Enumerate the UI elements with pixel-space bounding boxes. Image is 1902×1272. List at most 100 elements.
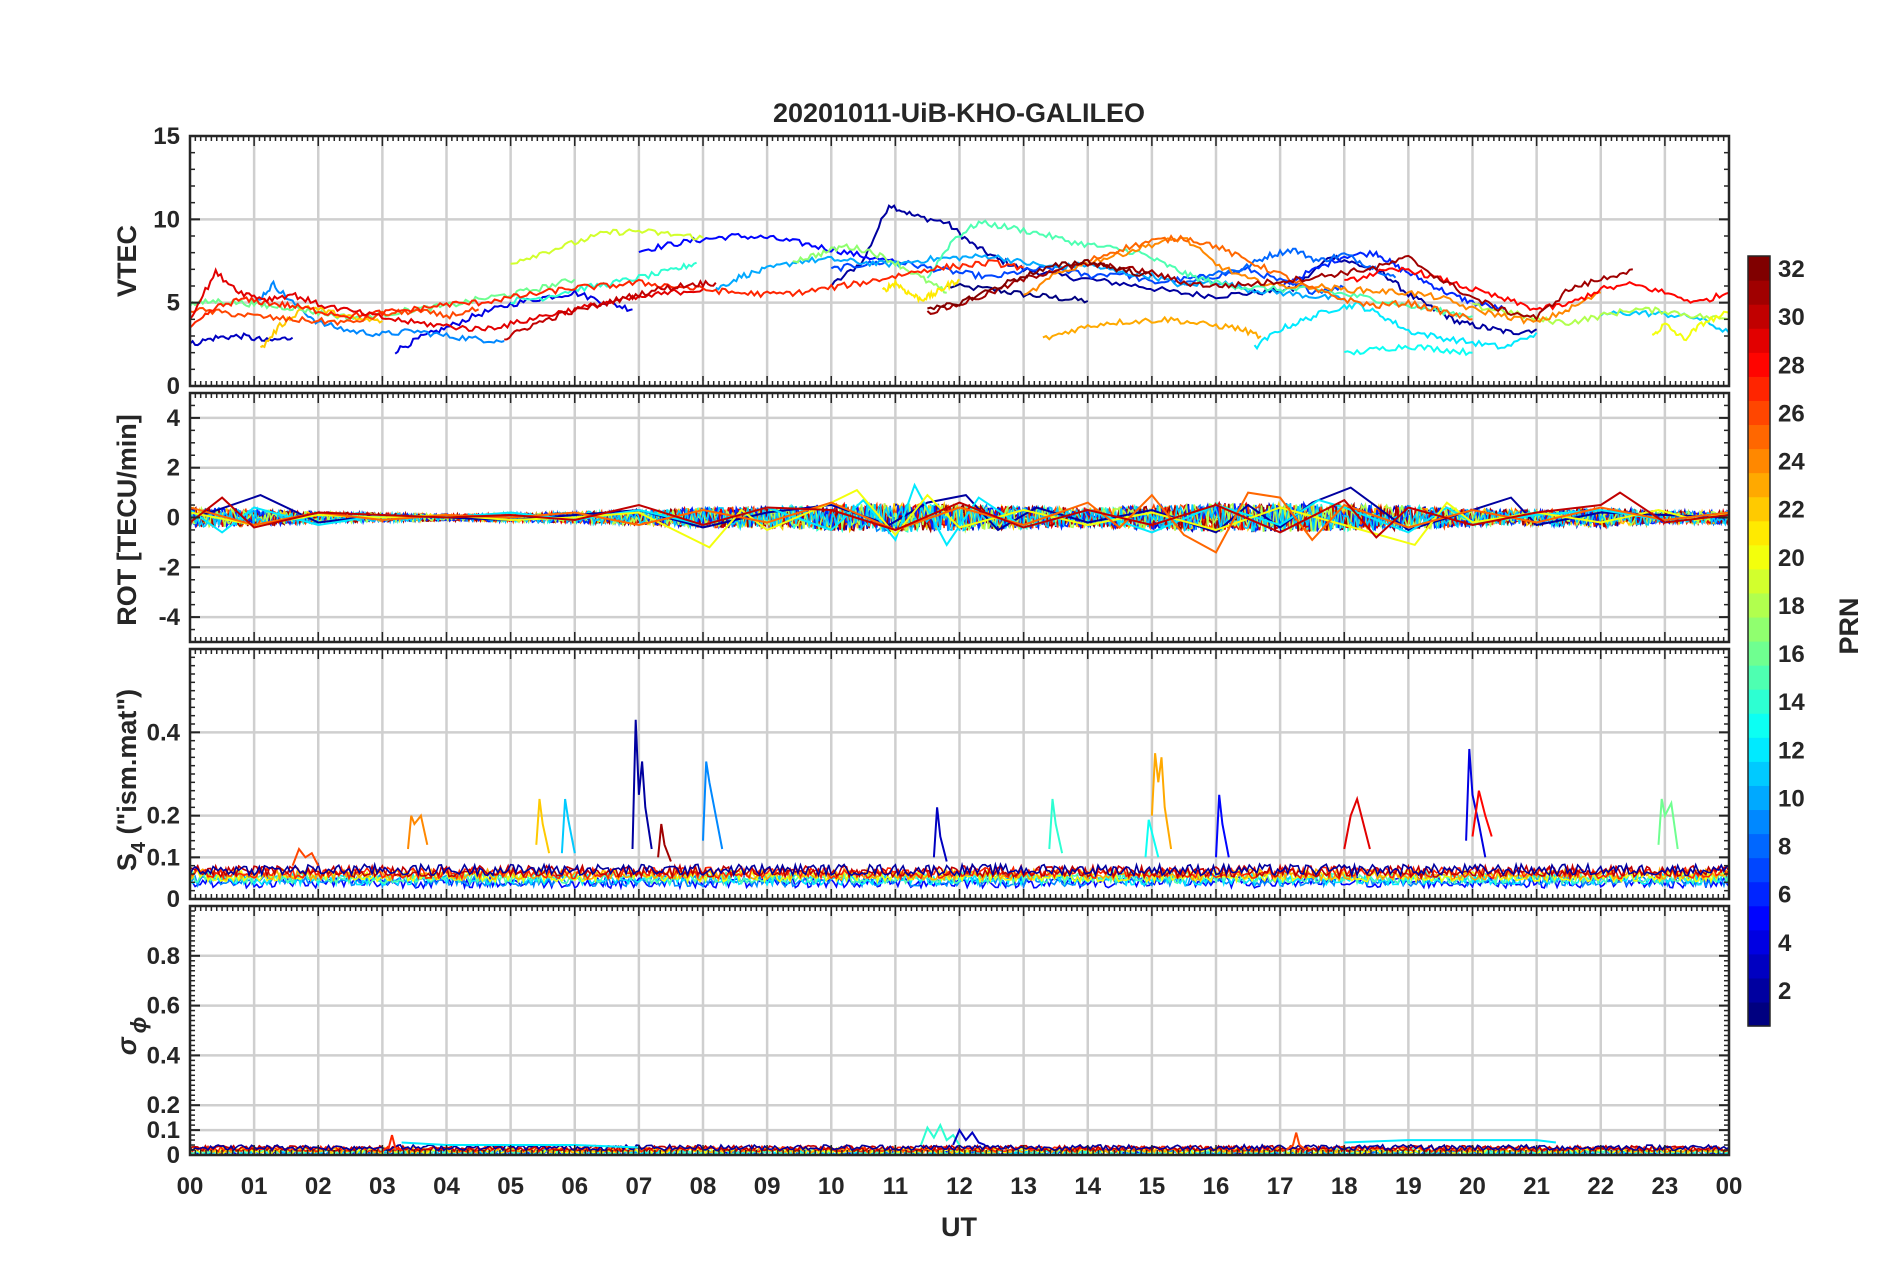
colorbar-band: [1748, 352, 1770, 377]
x-tick-label: 09: [754, 1173, 781, 1200]
colorbar-band: [1748, 905, 1770, 931]
series-line-s4-prn-28: [1471, 790, 1493, 837]
series-line-s4-prn-9: [702, 761, 724, 850]
series-line-vtec-prn-1: [946, 282, 1089, 304]
colorbar-band: [1748, 977, 1770, 1003]
colorbar-band: [1748, 304, 1770, 329]
y-tick-label: 5: [167, 290, 180, 317]
series-line-vtec-prn-24: [1023, 236, 1601, 325]
series-line-vtec-prn-30: [504, 279, 717, 341]
figure-title: 20201011-UiB-KHO-GALILEO: [773, 98, 1145, 128]
series-line-s4-prn-4: [1465, 748, 1487, 858]
y-tick-label: 0: [167, 1142, 180, 1169]
colorbar-band: [1748, 761, 1770, 786]
y-axis-label-vtec-text: VTEC: [112, 225, 142, 297]
y-tick-label: 10: [153, 206, 180, 233]
series-line-s4-prn-31: [657, 823, 672, 862]
y-tick-label: -4: [159, 604, 181, 631]
noise-line-prn-12: [190, 870, 1729, 888]
y-ticks-vtec: 0 5 10 15: [153, 123, 1729, 400]
colorbar-tick-label: 14: [1778, 689, 1805, 716]
series-group-vtec: [190, 204, 1729, 357]
grid-s4: [190, 649, 1729, 899]
x-tick-label: 17: [1267, 1173, 1294, 1200]
series-line-vtec-prn-5: [638, 232, 897, 264]
series-line-sigma-prn-3: [952, 1127, 986, 1146]
x-tick-label: 08: [690, 1173, 717, 1200]
colorbar-band: [1748, 857, 1770, 883]
x-tick-label: 03: [369, 1173, 396, 1200]
colorbar-tick-label: 16: [1778, 641, 1805, 668]
colorbar-band: [1748, 665, 1770, 690]
series-line-vtec-prn-20: [1651, 310, 1729, 342]
colorbar-band: [1748, 592, 1770, 618]
colorbar-tick-label: 26: [1778, 400, 1805, 427]
x-tick-label: 07: [626, 1173, 653, 1200]
series-line-s4-prn-11: [560, 798, 576, 854]
series-line-vtec-prn-7: [830, 259, 1345, 296]
colorbar-band: [1748, 953, 1770, 979]
colorbar-band: [1748, 424, 1770, 450]
colorbar-band: [1748, 641, 1770, 666]
colorbar-tick-label: 22: [1778, 497, 1805, 524]
y-tick-label: 0: [167, 886, 180, 913]
colorbar-tick-label: 6: [1778, 882, 1791, 909]
colorbar-band: [1748, 833, 1770, 859]
series-group-rot: [190, 482, 1729, 554]
series-line-vtec-prn-17: [792, 243, 947, 294]
x-tick-label: 14: [1074, 1173, 1101, 1200]
colorbar-band: [1748, 448, 1770, 474]
series-line-s4-prn-14: [1048, 798, 1064, 854]
x-tick-label: 23: [1652, 1173, 1679, 1200]
series-line-vtec-prn-25: [1087, 234, 1473, 321]
x-ticks-s4: [189, 649, 1730, 899]
y-tick-label: 0.2: [147, 1092, 180, 1119]
series-line-sigma-prn-12: [1344, 1139, 1557, 1144]
colorbar-band: [1748, 713, 1770, 738]
colorbar-bands: [1748, 256, 1770, 1027]
series-line-sigma-prn-12: [401, 1141, 639, 1149]
x-tick-label: 15: [1139, 1173, 1166, 1200]
colorbar-tick-label: 18: [1778, 593, 1805, 620]
x-tick-label: 05: [497, 1173, 524, 1200]
panel-vtec: 0 5 10 15: [153, 123, 1731, 400]
y-ticks-sigma: 00.10.2 0.4 0.6 0.8: [147, 905, 1729, 1169]
y-tick-label: 0.1: [147, 844, 180, 871]
series-line-vtec-prn-12: [1253, 300, 1538, 351]
colorbar-tick-label: 12: [1778, 737, 1805, 764]
x-ticks-vtec: [189, 136, 1730, 386]
colorbar-frame: [1747, 255, 1771, 1027]
colorbar-band: [1748, 689, 1770, 714]
colorbar-band: [1748, 881, 1770, 907]
series-line-vtec-prn-23: [1042, 315, 1262, 341]
colorbar-band: [1748, 929, 1770, 955]
colorbar-band: [1748, 496, 1770, 522]
series-line-vtec-prn-22: [259, 304, 383, 349]
x-tick-label: 21: [1523, 1173, 1550, 1200]
colorbar-tick-label: 8: [1778, 834, 1791, 861]
x-axis-label: UT: [941, 1212, 977, 1242]
x-tick-label: 00: [177, 1173, 204, 1200]
series-group-s4: [190, 719, 1729, 891]
colorbar-tick-label: 32: [1778, 256, 1805, 283]
colorbar-tick-label: 4: [1778, 930, 1792, 957]
grid-sigma: [190, 906, 1729, 1155]
series-line-vtec-prn-32: [927, 258, 1153, 311]
series-line-s4-prn-13: [1144, 819, 1160, 858]
series-line-s4-prn-29: [1343, 795, 1371, 850]
x-tick-label: 13: [1010, 1173, 1037, 1200]
x-tick-label: 02: [305, 1173, 332, 1200]
series-line-vtec-prn-10: [715, 253, 1345, 301]
y-tick-label: 2: [167, 455, 180, 482]
x-tick-label: 10: [818, 1173, 845, 1200]
y-axis-label-s4: S4 ("ism.mat"): [112, 689, 150, 871]
colorbar-band: [1748, 520, 1770, 546]
colorbar-band: [1748, 328, 1770, 353]
series-line-s4-prn-23: [1150, 753, 1173, 850]
colorbar-band: [1748, 280, 1770, 305]
colorbar-band: [1748, 568, 1770, 594]
y-axis-label-vtec: VTEC: [112, 225, 142, 297]
series-line-s4-prn-16: [1657, 798, 1679, 850]
y-tick-label: 0.4: [147, 1042, 181, 1069]
